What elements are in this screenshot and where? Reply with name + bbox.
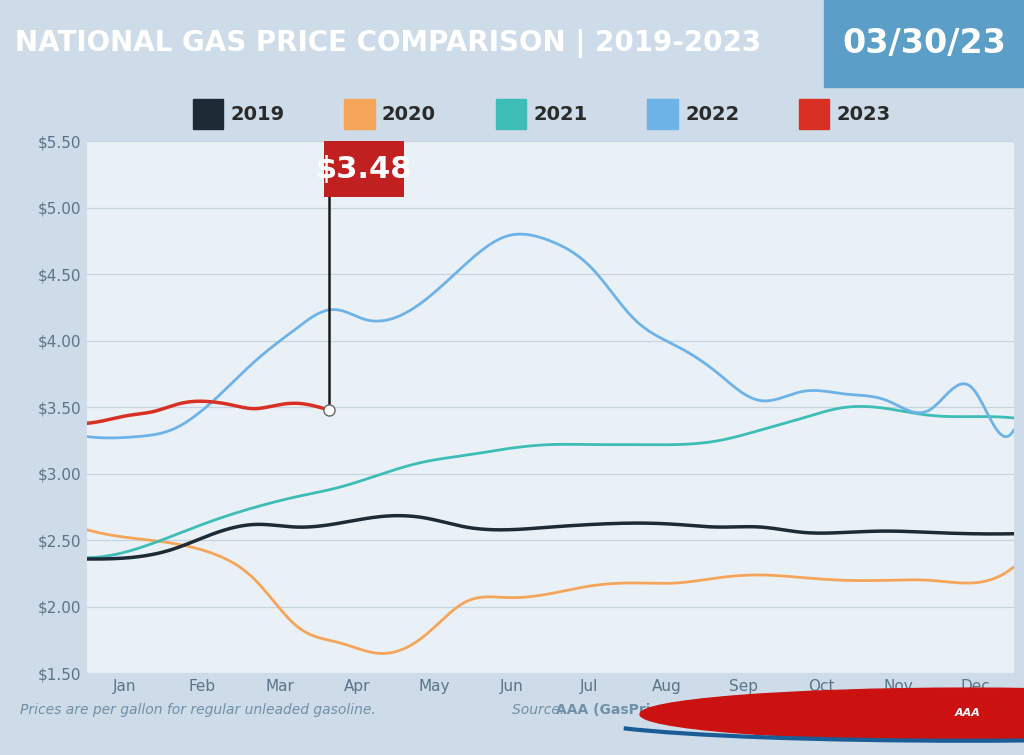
Bar — [496, 99, 526, 129]
Text: Prices are per gallon for regular unleaded gasoline.: Prices are per gallon for regular unlead… — [20, 703, 376, 717]
Bar — [647, 99, 678, 129]
Text: 2019: 2019 — [230, 104, 285, 124]
Text: $3.48: $3.48 — [315, 155, 412, 183]
Text: 2023: 2023 — [837, 104, 891, 124]
Text: 03/30/23: 03/30/23 — [842, 27, 1007, 60]
FancyBboxPatch shape — [324, 141, 403, 197]
Text: NATIONAL GAS PRICE COMPARISON | 2019-2023: NATIONAL GAS PRICE COMPARISON | 2019-202… — [15, 29, 762, 58]
Bar — [193, 99, 223, 129]
Circle shape — [640, 688, 1024, 741]
Text: AAA (GasPrices.AAA.com): AAA (GasPrices.AAA.com) — [556, 703, 758, 717]
Text: 2022: 2022 — [685, 104, 739, 124]
Text: 2021: 2021 — [534, 104, 588, 124]
Bar — [344, 99, 375, 129]
Bar — [799, 99, 829, 129]
Text: 2020: 2020 — [382, 104, 436, 124]
FancyBboxPatch shape — [824, 0, 1024, 87]
Text: Source:: Source: — [512, 703, 569, 717]
Text: AAA: AAA — [954, 708, 981, 719]
